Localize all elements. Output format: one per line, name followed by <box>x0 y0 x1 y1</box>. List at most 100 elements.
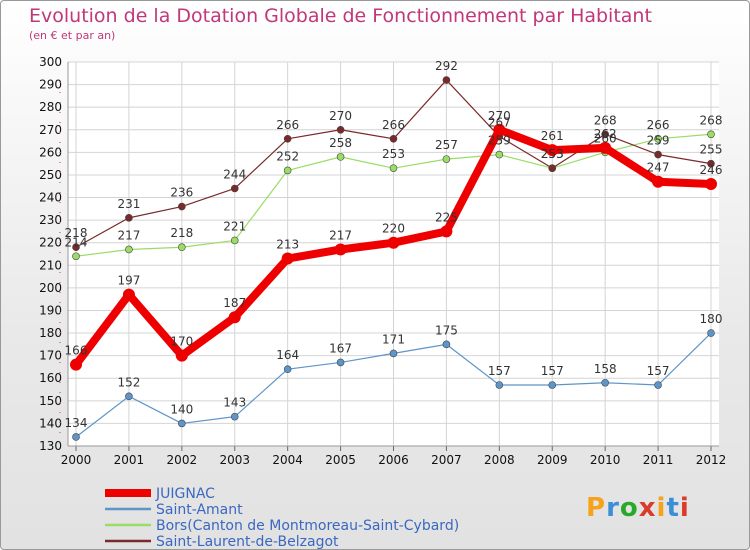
logo-letter: o <box>619 493 639 523</box>
data-label: 218 <box>65 226 88 240</box>
data-point <box>495 150 504 159</box>
y-tick-label: 290 <box>39 78 62 92</box>
data-label: 266 <box>276 118 299 132</box>
data-point <box>230 412 239 421</box>
data-point <box>178 243 186 252</box>
data-label: 258 <box>329 136 352 150</box>
data-point <box>178 202 186 211</box>
data-label: 140 <box>170 402 193 416</box>
y-tick-label: 130 <box>39 439 62 453</box>
data-label: 170 <box>170 335 193 349</box>
data-label: 217 <box>329 228 352 242</box>
data-label: 262 <box>594 127 617 141</box>
data-label: 225 <box>435 210 458 224</box>
data-label: 175 <box>435 323 458 337</box>
data-point <box>230 236 239 245</box>
data-point <box>125 245 133 254</box>
data-point <box>72 252 80 261</box>
data-label: 261 <box>541 129 564 143</box>
data-label: 253 <box>541 147 564 161</box>
y-tick-label: 240 <box>39 191 62 205</box>
data-point <box>387 236 400 249</box>
data-label: 143 <box>223 396 246 410</box>
data-point <box>389 164 398 172</box>
data-point <box>654 135 662 143</box>
y-tick-label: 260 <box>39 145 62 159</box>
data-point <box>442 340 451 349</box>
data-point <box>122 288 135 301</box>
data-point <box>495 381 504 389</box>
data-point <box>548 381 557 389</box>
y-tick-label: 160 <box>39 371 62 385</box>
data-point <box>283 135 292 143</box>
x-tick-label: 2009 <box>537 453 568 467</box>
data-label: 247 <box>647 161 670 175</box>
x-tick-label: 2005 <box>325 453 356 467</box>
y-tick-label: 280 <box>39 100 62 114</box>
legend-label: Saint-Amant <box>156 502 243 518</box>
data-point <box>336 153 345 161</box>
data-label: 134 <box>65 416 88 430</box>
y-tick-label: 230 <box>39 213 62 227</box>
data-label: 253 <box>541 147 564 161</box>
legend-label: JUIGNAC <box>155 486 215 502</box>
y-tick-label: 200 <box>39 281 62 295</box>
data-point <box>442 155 451 163</box>
x-tick-label: 2008 <box>484 453 515 467</box>
data-label: 244 <box>223 167 246 181</box>
data-label: 268 <box>700 113 723 127</box>
data-point <box>230 184 239 193</box>
y-tick-label: 270 <box>39 123 62 137</box>
data-point <box>652 175 665 188</box>
x-tick-label: 2002 <box>167 453 198 467</box>
data-point <box>599 141 612 154</box>
data-point <box>175 349 188 362</box>
data-label: 218 <box>170 226 193 240</box>
data-point <box>125 214 133 222</box>
data-label: 180 <box>700 312 723 326</box>
data-label: 217 <box>117 228 140 242</box>
x-tick-label: 2004 <box>272 453 303 467</box>
chart-subtitle: (en € et par an) <box>29 29 116 42</box>
logo-letter: i <box>656 493 667 523</box>
data-label: 266 <box>647 118 670 132</box>
x-tick-label: 2010 <box>590 453 621 467</box>
data-point <box>601 378 609 387</box>
y-tick-label: 190 <box>39 303 62 317</box>
data-point <box>707 159 715 168</box>
x-tick-label: 2000 <box>61 453 92 467</box>
data-label: 187 <box>223 296 246 310</box>
data-label: 214 <box>65 235 88 249</box>
data-label: 246 <box>700 163 723 177</box>
logo-letter: x <box>638 493 657 523</box>
data-label: 158 <box>594 362 617 376</box>
data-point <box>72 433 80 441</box>
data-point <box>70 358 82 371</box>
data-label: 167 <box>329 341 352 355</box>
data-label: 267 <box>488 116 511 130</box>
data-label: 171 <box>382 332 405 346</box>
data-label: 197 <box>117 274 140 288</box>
y-tick-label: 220 <box>39 236 62 250</box>
data-label: 260 <box>594 131 617 145</box>
data-point <box>548 164 557 172</box>
data-label: 166 <box>65 344 88 358</box>
data-point <box>493 123 506 136</box>
data-label: 236 <box>170 186 193 200</box>
data-label: 266 <box>382 118 405 132</box>
x-tick-label: 2011 <box>643 453 674 467</box>
data-point <box>283 365 292 374</box>
data-point <box>125 392 133 401</box>
data-label: 252 <box>276 149 299 163</box>
data-label: 259 <box>647 134 670 148</box>
data-label: 270 <box>488 109 511 123</box>
data-point <box>72 243 80 252</box>
data-label: 253 <box>382 147 405 161</box>
data-label: 157 <box>647 364 670 378</box>
data-point <box>601 130 609 139</box>
data-point <box>228 311 241 324</box>
x-tick-label: 2012 <box>696 453 727 467</box>
data-point <box>389 135 398 143</box>
